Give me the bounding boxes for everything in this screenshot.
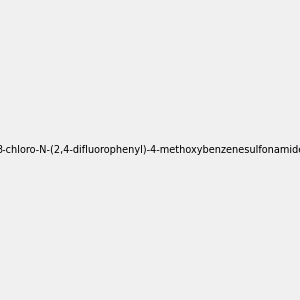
Text: 3-chloro-N-(2,4-difluorophenyl)-4-methoxybenzenesulfonamide: 3-chloro-N-(2,4-difluorophenyl)-4-methox… [0, 145, 300, 155]
